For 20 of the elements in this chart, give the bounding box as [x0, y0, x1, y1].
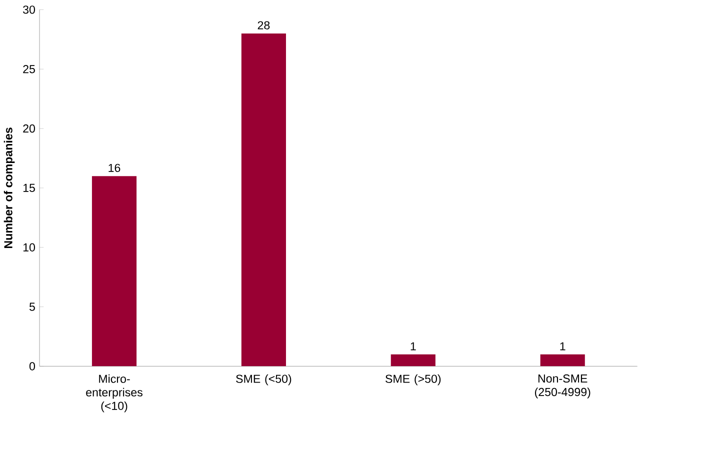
y-tick-label: 25 [23, 64, 35, 73]
bar [241, 33, 286, 366]
y-tick-label: 10 [23, 243, 36, 252]
bar [540, 354, 585, 366]
data-label: 16 [108, 164, 120, 172]
y-tick-label: 0 [29, 362, 36, 370]
data-label: 28 [258, 20, 270, 30]
x-tick-label: SME (<50) [236, 374, 292, 385]
bar [390, 354, 436, 366]
y-tick-label: 15 [23, 184, 35, 192]
data-label: 1 [410, 342, 416, 350]
y-axis-title: Number of companies [4, 127, 15, 248]
y-tick-label: 20 [23, 124, 36, 132]
data-label: 1 [560, 342, 566, 350]
bar [92, 176, 137, 366]
x-tick-label: SME (>50) [386, 374, 441, 385]
y-tick-label: 5 [29, 302, 35, 311]
x-tick-label: Non-SME (250-4999) [534, 374, 590, 398]
y-tick-label: 30 [23, 5, 36, 14]
x-tick-label: Micro-enterprises (<10) [86, 374, 142, 412]
